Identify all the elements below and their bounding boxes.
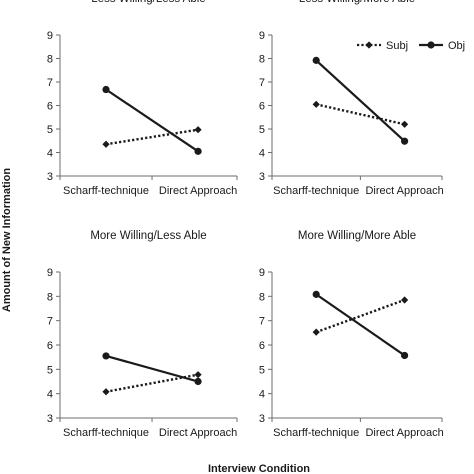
series-line-obj [105,354,199,383]
y-tick-label: 9 [47,267,53,279]
legend: Subj Obj [357,40,465,52]
data-point-subj [102,388,110,396]
panel-title: Less Willing/Less Able [91,0,205,5]
y-tick-label: 4 [259,389,265,401]
legend-marker-subj [365,41,373,49]
data-point-subj [312,328,320,336]
data-point-obj [312,56,320,64]
series-line-obj [315,293,406,357]
y-tick-label: 5 [259,364,265,376]
panel-title: More Willing/Less Able [90,230,206,242]
y-tick-label: 6 [259,340,265,352]
chart-panels: Less Willing/Less Able 3 4 5 6 7 8 9 Scharff-tec… [47,0,465,439]
x-tick-label: Scharff-technique [63,427,149,439]
y-tick-label: 7 [47,77,53,89]
x-tick-label: Direct Approach [159,427,237,439]
data-point-subj [401,120,409,128]
y-tick-label: 5 [259,124,265,136]
legend-label-obj: Obj [448,40,465,52]
x-tick-label: Direct Approach [365,427,443,439]
y-axis-title: Amount of New Information [1,168,13,312]
chart-panel: More Willing/More Able 3 4 5 6 7 8 9 Scharff-tec… [259,230,444,439]
x-tick-label: Direct Approach [159,185,237,197]
y-tick-label: 3 [47,171,53,183]
data-point-obj [194,377,202,386]
y-tick-label: 7 [259,316,265,328]
x-tick-label: Scharff-technique [63,185,149,197]
y-tick-label: 5 [47,124,53,136]
chart-panel: Less Willing/Less Able 3 4 5 6 7 8 9 Scharff-tec… [47,0,238,197]
y-tick-label: 7 [47,316,53,328]
x-tick-label: Scharff-technique [273,185,359,197]
y-tick-label: 5 [47,364,53,376]
legend-label-subj: Subj [386,40,408,52]
data-point-obj [102,352,110,360]
y-tick-label: 3 [259,171,265,183]
y-tick-label: 6 [47,340,53,352]
legend-marker-obj [427,41,435,49]
data-point-obj [194,147,202,155]
panel-title: Less Willing/More Able [299,0,415,5]
data-point-subj [102,140,110,148]
y-tick-label: 4 [47,148,53,160]
data-point-subj [312,100,320,108]
x-tick-label: Direct Approach [365,185,443,197]
y-tick-label: 8 [259,291,265,303]
data-point-obj [102,85,110,94]
series-line-obj [315,59,406,143]
y-tick-label: 4 [47,389,53,401]
chart-panel: More Willing/Less Able 3 4 5 6 7 8 9 Scharff-tec… [47,230,238,439]
y-tick-label: 6 [47,101,53,113]
y-tick-label: 9 [259,267,265,279]
data-point-obj [401,351,409,360]
y-tick-label: 9 [47,30,53,42]
data-point-subj [194,126,202,134]
y-tick-label: 3 [259,413,265,425]
x-tick-label: Scharff-technique [273,427,359,439]
y-tick-label: 4 [259,148,265,160]
data-point-obj [401,137,409,145]
data-point-subj [401,296,409,304]
y-tick-label: 6 [259,101,265,113]
panel-title: More Willing/More Able [298,230,416,242]
data-point-obj [312,290,320,298]
y-tick-label: 9 [259,30,265,42]
x-axis-title: Interview Condition [208,463,310,474]
y-tick-label: 8 [47,291,53,303]
y-tick-label: 8 [259,54,265,66]
y-tick-label: 7 [259,77,265,89]
chart-panel: Less Willing/More Able 3 4 5 6 7 8 9 Scharff-tec… [259,0,465,197]
y-tick-label: 8 [47,54,53,66]
series-line-subj [315,103,405,126]
data-point-subj [194,371,202,379]
series-line-obj [105,88,199,153]
y-tick-label: 3 [47,413,53,425]
